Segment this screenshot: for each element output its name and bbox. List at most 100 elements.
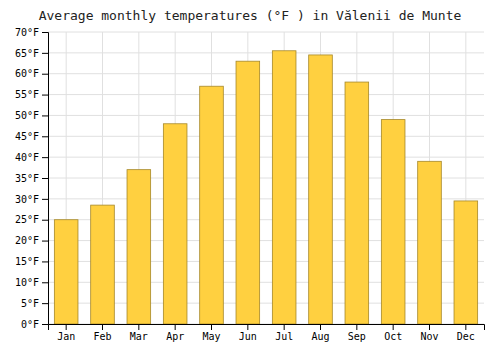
y-tick-mark [42, 136, 48, 137]
x-tick-label: Jun [239, 331, 257, 342]
y-tick-label: 45°F [15, 131, 39, 142]
bar [91, 205, 115, 324]
x-tick-label: Jan [57, 331, 75, 342]
x-tick-mark [247, 324, 248, 330]
x-tick-mark [393, 324, 394, 330]
grid-line-y [48, 94, 484, 95]
chart: Average monthly temperatures (°F ) in Vă… [0, 0, 500, 350]
grid-line-y [48, 52, 484, 53]
y-tick-mark [42, 157, 48, 158]
y-tick-mark [42, 303, 48, 304]
y-tick: 45°F [15, 131, 48, 142]
bar [236, 61, 260, 324]
y-tick-label: 0°F [21, 319, 39, 330]
x-tick: May [202, 324, 220, 342]
y-tick-mark [42, 282, 48, 283]
y-tick-label: 35°F [15, 173, 39, 184]
plot: 0°F 5°F 10°F 15°F 20°F 25°F 30°F 35°F 40°F 45°F 50… [15, 27, 485, 342]
bar [381, 120, 405, 324]
bar [54, 220, 78, 324]
y-tick: 40°F [15, 152, 48, 163]
y-tick-label: 70°F [15, 27, 39, 38]
y-tick-mark [42, 261, 48, 262]
x-tick-mark [429, 324, 430, 330]
y-tick: 20°F [15, 235, 48, 246]
y-tick-mark [42, 115, 48, 116]
x-tick-mark [138, 324, 139, 330]
y-tick-mark [42, 95, 48, 96]
y-tick-label: 60°F [15, 68, 39, 79]
x-tick-mark [356, 324, 357, 330]
grid-line-y [48, 32, 484, 33]
y-tick: 35°F [15, 173, 48, 184]
x-tick: Oct [384, 324, 402, 342]
title: Average monthly temperatures (°F ) in Vă… [39, 8, 462, 23]
x-tick-label: Sep [348, 331, 366, 342]
y-tick-mark [42, 74, 48, 75]
x-tick-mark [211, 324, 212, 330]
grid-line-y [48, 73, 484, 74]
y-tick: 0°F [21, 319, 48, 330]
x-tick: Aug [311, 324, 329, 342]
y-tick: 70°F [15, 27, 48, 38]
x-tick-label: Jul [275, 331, 293, 342]
x-tick: Sep [348, 324, 366, 342]
bar [127, 170, 151, 324]
x-tick-label: Oct [384, 331, 402, 342]
x-tick-label: Dec [457, 331, 475, 342]
x-tick-label: Aug [311, 331, 329, 342]
y-tick: 25°F [15, 214, 48, 225]
x-tick-mark [102, 324, 103, 330]
y-tick: 15°F [15, 256, 48, 267]
y-tick-label: 50°F [15, 110, 39, 121]
y-tick-mark [42, 324, 48, 325]
y-tick: 50°F [15, 110, 48, 121]
x-tick-label: Nov [420, 331, 438, 342]
bar [418, 161, 442, 324]
x-tick: Feb [93, 324, 111, 342]
x-tick-label: Feb [93, 331, 111, 342]
bar [272, 51, 296, 324]
x-axis-line [49, 325, 485, 331]
y-tick-mark [42, 199, 48, 200]
bar [309, 55, 333, 324]
grid-line-y [48, 115, 484, 116]
y-tick: 60°F [15, 68, 48, 79]
bar [345, 82, 369, 324]
y-tick: 30°F [15, 194, 48, 205]
y-tick-label: 40°F [15, 152, 39, 163]
grid-line-y [48, 157, 484, 158]
x-axis: Jan Feb Mar Apr May Jun Jul Aug Sep Oct Nov Dec [49, 324, 485, 342]
x-tick-label: May [202, 331, 220, 342]
bar [163, 124, 187, 324]
y-tick-label: 25°F [15, 214, 39, 225]
y-tick-mark [42, 241, 48, 242]
y-tick-mark [42, 53, 48, 54]
y-tick-label: 30°F [15, 194, 39, 205]
y-tick-label: 20°F [15, 235, 39, 246]
y-tick-mark [42, 178, 48, 179]
y-tick: 10°F [15, 277, 48, 288]
y-tick-mark [42, 220, 48, 221]
x-tick-mark [284, 324, 285, 330]
y-tick: 5°F [21, 298, 48, 309]
y-tick-label: 5°F [21, 298, 39, 309]
y-tick-label: 10°F [15, 277, 39, 288]
y-tick: 55°F [15, 89, 48, 100]
x-tick-mark [66, 324, 67, 330]
grid-line-y [48, 136, 484, 137]
y-tick-mark [42, 32, 48, 33]
y-tick-label: 65°F [15, 48, 39, 59]
bars [54, 51, 477, 324]
x-tick-label: Mar [130, 331, 148, 342]
x-tick: Jul [275, 324, 293, 342]
x-tick: Dec [457, 324, 475, 342]
x-tick: Apr [166, 324, 184, 342]
bar [200, 86, 224, 324]
x-tick: Nov [420, 324, 438, 342]
y-tick-label: 55°F [15, 89, 39, 100]
x-tick: Jun [239, 324, 257, 342]
x-tick: Jan [57, 324, 75, 342]
y-tick-label: 15°F [15, 256, 39, 267]
x-tick-mark [465, 324, 466, 330]
